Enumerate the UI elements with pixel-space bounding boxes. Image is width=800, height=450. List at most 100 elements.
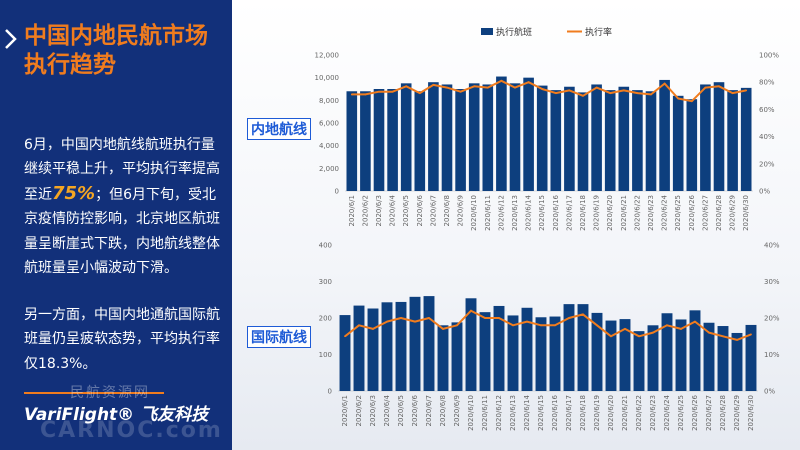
domestic-category-label: 2020/6/19 — [593, 195, 601, 231]
domestic-rate-point — [391, 90, 394, 93]
domestic-rate-point — [378, 90, 380, 93]
international-rate-point — [582, 313, 584, 316]
international-category-label: 2020/6/23 — [649, 395, 657, 431]
international-rate-point — [358, 324, 360, 327]
international-left-tick-label: 300 — [319, 278, 332, 286]
domestic-rate-point — [636, 92, 639, 94]
domestic-category-label: 2020/6/10 — [470, 195, 478, 231]
domestic-bar — [591, 84, 602, 191]
international-rate-point — [694, 320, 696, 323]
domestic-bar — [400, 83, 412, 191]
domestic-left-tick-label: 8,000 — [319, 97, 339, 105]
international-bar — [409, 296, 421, 391]
domestic-bar — [727, 90, 738, 191]
international-right-tick-label: 0% — [764, 388, 775, 396]
international-bar — [563, 304, 575, 391]
domestic-category-label: 2020/6/28 — [715, 195, 723, 231]
domestic-rate-line — [351, 79, 747, 103]
international-right-tick-label: 20% — [764, 315, 780, 323]
domestic-bar — [577, 92, 589, 191]
domestic-right-tick-label: 0% — [759, 188, 770, 196]
legend-label-rate: 执行率 — [585, 26, 612, 38]
page-title: 中国内地民航市场执行趋势 — [24, 23, 208, 78]
international-rate-point — [344, 335, 346, 338]
international-category-label: 2020/6/27 — [705, 395, 713, 431]
international-category-label: 2020/6/22 — [635, 395, 643, 431]
international-bar — [451, 322, 463, 391]
domestic-category-label: 2020/6/26 — [688, 194, 696, 230]
international-rate-point — [414, 320, 416, 323]
domestic-bar — [740, 87, 752, 191]
domestic-rate-point — [459, 90, 462, 93]
domestic-bar — [550, 90, 562, 191]
domestic-bar — [468, 83, 480, 191]
international-bar — [395, 301, 407, 391]
international-category-label: 2020/6/4 — [383, 394, 391, 426]
international-category-label: 2020/6/7 — [425, 395, 433, 426]
international-left-tick-label: 400 — [319, 242, 332, 250]
domestic-rate-point — [622, 89, 625, 92]
international-bar — [633, 331, 645, 391]
domestic-rate-point — [568, 89, 571, 92]
domestic-category-label: 2020/6/25 — [674, 195, 682, 231]
international-category-label: 2020/6/15 — [537, 395, 545, 431]
domestic-rate-point — [582, 94, 584, 97]
international-category-label: 2020/6/10 — [467, 395, 475, 431]
domestic-rate-point — [718, 85, 720, 88]
international-rate-point — [554, 324, 556, 327]
domestic-rate-point — [677, 97, 680, 100]
domestic-right-tick-label: 40% — [759, 133, 775, 141]
international-category-label: 2020/6/6 — [411, 394, 419, 426]
domestic-bar — [645, 91, 657, 191]
international-category-label: 2020/6/8 — [439, 395, 447, 426]
domestic-left-tick-label: 2,000 — [319, 165, 339, 173]
domestic-right-tick-label: 20% — [759, 160, 775, 168]
international-category-label: 2020/6/16 — [551, 394, 559, 430]
domestic-right-tick-label: 100% — [759, 52, 779, 60]
domestic-category-label: 2020/6/8 — [443, 195, 451, 226]
international-bar — [465, 298, 477, 391]
domestic-bar — [482, 84, 494, 191]
international-rate-point — [428, 317, 430, 319]
watermark-en: CARNOC.com — [40, 418, 223, 443]
domestic-bar — [700, 84, 711, 191]
international-rate-point — [736, 339, 738, 341]
international-rate-point — [666, 324, 668, 327]
international-bar — [479, 312, 491, 391]
international-category-label: 2020/6/13 — [509, 395, 517, 431]
domestic-right-tick-label: 60% — [759, 106, 775, 114]
international-bar — [353, 305, 365, 391]
international-routes-tag: 国际航线 — [247, 326, 311, 348]
domestic-category-label: 2020/6/12 — [497, 195, 505, 231]
international-rate-point — [386, 320, 388, 323]
international-bar — [521, 307, 533, 391]
domestic-rate-point — [500, 79, 503, 82]
international-rate-point — [400, 317, 402, 319]
international-category-label: 2020/6/25 — [677, 395, 685, 431]
international-left-tick-label: 100 — [319, 351, 332, 359]
domestic-rate-point — [514, 86, 516, 89]
international-rate-point — [372, 328, 374, 330]
summary-paragraph-domestic: 6月，中国内地航线航班执行量继续平稳上升，平均执行率提高至近75%；但6月下旬，… — [24, 137, 220, 277]
international-rate-point — [596, 324, 598, 327]
brand-divider — [24, 392, 164, 394]
domestic-rate-point — [432, 84, 435, 86]
domestic-category-label: 2020/6/7 — [429, 195, 437, 226]
international-bar — [507, 315, 519, 391]
domestic-bar — [360, 91, 371, 191]
rate-highlight: 75% — [52, 182, 96, 204]
domestic-category-label: 2020/6/27 — [701, 195, 709, 231]
domestic-left-tick-label: 6,000 — [319, 120, 339, 128]
domestic-rate-point — [731, 92, 734, 94]
domestic-rate-point — [473, 85, 476, 88]
international-rate-point — [568, 317, 570, 319]
international-category-label: 2020/6/11 — [481, 395, 489, 431]
international-rate-point — [680, 328, 682, 330]
domestic-category-label: 2020/6/18 — [579, 195, 587, 231]
international-bar — [339, 315, 351, 391]
domestic-bar — [604, 90, 616, 191]
international-rate-point — [750, 333, 752, 336]
international-right-tick-label: 10% — [764, 351, 780, 359]
domestic-rate-point — [446, 86, 448, 89]
international-rate-point — [456, 324, 458, 327]
